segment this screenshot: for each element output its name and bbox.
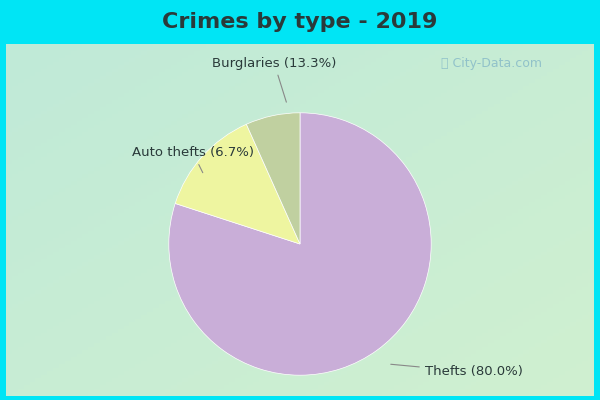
Wedge shape [247,113,300,244]
Text: Thefts (80.0%): Thefts (80.0%) [391,364,523,378]
Wedge shape [175,124,300,244]
Text: Auto thefts (6.7%): Auto thefts (6.7%) [132,146,254,173]
Text: ⓘ City-Data.com: ⓘ City-Data.com [442,58,542,70]
Text: Crimes by type - 2019: Crimes by type - 2019 [163,12,437,32]
Wedge shape [169,113,431,375]
Text: Burglaries (13.3%): Burglaries (13.3%) [212,57,337,102]
